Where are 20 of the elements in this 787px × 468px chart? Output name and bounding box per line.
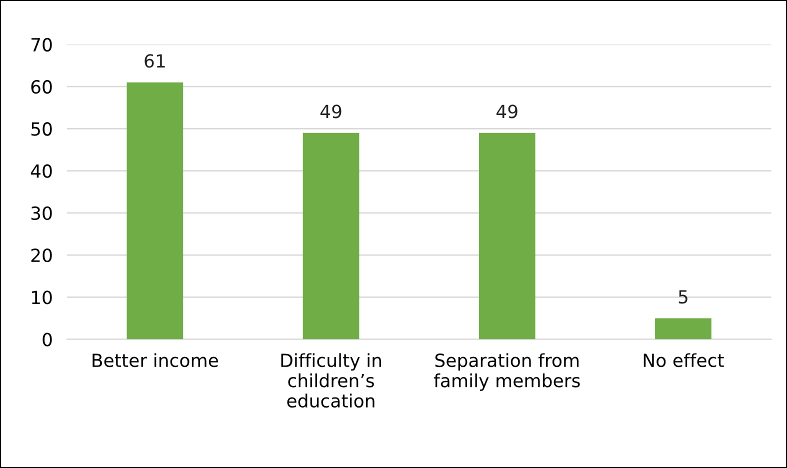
y-tick-label: 50 bbox=[31, 122, 52, 136]
x-tick-label: Separation from family members bbox=[434, 353, 580, 391]
y-tick-label: 10 bbox=[32, 290, 52, 304]
y-tick-label: 20 bbox=[31, 248, 52, 262]
data-label: 5 bbox=[678, 290, 688, 304]
y-tick-label: 60 bbox=[31, 80, 52, 94]
y-tick-label: 40 bbox=[30, 164, 52, 178]
bar bbox=[655, 318, 712, 340]
bar bbox=[302, 132, 360, 340]
bar bbox=[478, 132, 536, 340]
data-label: 49 bbox=[320, 104, 342, 118]
y-tick-label: 30 bbox=[31, 206, 52, 220]
data-label: 49 bbox=[496, 104, 518, 118]
x-tick-label: Better income bbox=[92, 353, 218, 368]
y-tick-label: 70 bbox=[32, 38, 52, 52]
y-tick-label: 0 bbox=[42, 332, 52, 346]
bar bbox=[126, 82, 184, 340]
x-tick-label: Difficulty in children’s education bbox=[281, 353, 381, 408]
data-label: 61 bbox=[144, 54, 165, 68]
x-tick-label: No effect bbox=[644, 353, 724, 368]
